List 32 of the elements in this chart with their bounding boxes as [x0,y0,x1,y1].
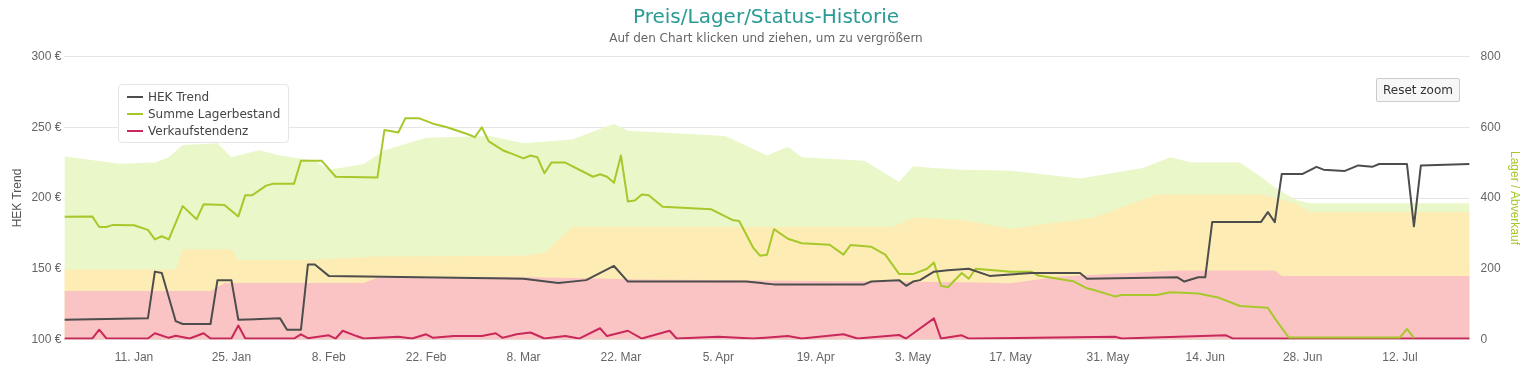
x-tick-label: 25. Jan [211,350,252,365]
y-tick-label: 100 € [31,331,62,346]
x-tick-label: 11. Jan [114,350,154,365]
x-tick-label: 31. May [1086,350,1130,365]
x-tick-label: 8. Feb [311,350,347,365]
x-tick-label: 28. Jun [1282,350,1323,365]
x-tick-label: 8. Mar [506,350,541,365]
legend-label: Verkaufstendenz [148,123,249,138]
x-tick-label: 19. Apr [796,350,835,365]
y2-tick-label: 400 [1480,190,1501,205]
legend-label: HEK Trend [148,89,210,104]
chart-title: Preis/Lager/Status-Historie [633,4,899,29]
y-axis-title: HEK Trend [9,168,24,228]
y-tick-label: 150 € [31,261,62,276]
x-tick-label: 17. May [989,350,1032,365]
x-tick-label: 22. Feb [405,350,447,365]
y-tick-label: 300 € [31,48,62,63]
chart-subtitle: Auf den Chart klicken und ziehen, um zu vergrößern [609,31,923,46]
x-tick-label: 5. Apr [702,350,734,365]
y2-axis-title: Lager / Abverkauf [1508,150,1523,246]
x-tick-label: 22. Mar [600,350,642,365]
x-tick-label: 3. May [895,350,932,365]
y2-tick-label: 0 [1480,331,1488,346]
x-tick-label: 14. Jun [1185,350,1225,365]
y2-tick-label: 800 [1480,48,1501,63]
y-tick-label: 250 € [31,119,62,134]
legend-label: Summe Lagerbestand [148,106,281,121]
reset-zoom-button: Reset zoom [1376,78,1460,102]
x-tick-label: 12. Jul [1382,350,1418,365]
y-tick-label: 200 € [31,190,62,205]
y2-tick-label: 200 [1480,261,1501,276]
y2-tick-label: 600 [1480,119,1501,134]
